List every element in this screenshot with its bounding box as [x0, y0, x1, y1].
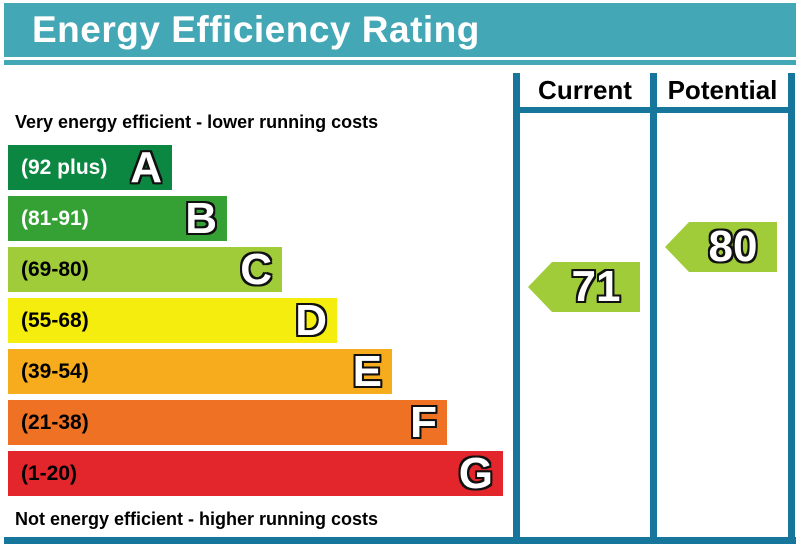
table-border-left	[513, 73, 520, 537]
current-arrow-tip-icon	[528, 262, 552, 312]
current-arrow-body: 71	[552, 262, 640, 312]
band-e-letter: E	[352, 347, 382, 396]
current-rating-arrow: 71	[528, 262, 640, 312]
band-b-letter: B	[185, 194, 217, 243]
band-c: (69-80) C	[8, 247, 282, 292]
band-a-range: (92 plus)	[21, 155, 108, 179]
page-title: Energy Efficiency Rating	[32, 9, 480, 50]
potential-arrow-body: 80	[689, 222, 777, 272]
band-f: (21-38) F	[8, 400, 447, 445]
band-a: (92 plus) A	[8, 145, 172, 190]
band-e: (39-54) E	[8, 349, 392, 394]
band-f-letter: F	[410, 398, 437, 447]
band-b: (81-91) B	[8, 196, 227, 241]
potential-rating-arrow: 80	[665, 222, 777, 272]
table-header-divider	[513, 107, 795, 113]
band-d-letter: D	[295, 296, 327, 345]
note-not-efficient: Not energy efficient - higher running co…	[15, 509, 379, 529]
column-header-current: Current	[538, 75, 632, 105]
title-bar: Energy Efficiency Rating	[4, 3, 796, 57]
potential-rating-value: 80	[708, 222, 758, 271]
band-b-range: (81-91)	[21, 206, 89, 230]
potential-arrow-tip-icon	[665, 222, 689, 272]
band-d-range: (55-68)	[21, 308, 89, 332]
band-a-letter: A	[130, 143, 162, 192]
band-g: (1-20) G	[8, 451, 503, 496]
top-divider	[4, 60, 796, 65]
band-f-range: (21-38)	[21, 410, 89, 434]
column-header-potential: Potential	[667, 75, 778, 105]
table-border-right	[788, 73, 795, 537]
note-very-efficient: Very energy efficient - lower running co…	[15, 112, 379, 132]
band-g-letter: G	[458, 449, 493, 498]
bottom-divider	[4, 537, 796, 544]
table-border-middle	[650, 73, 657, 537]
band-g-range: (1-20)	[21, 461, 78, 485]
band-c-letter: C	[240, 245, 272, 294]
band-e-range: (39-54)	[21, 359, 89, 383]
band-d: (55-68) D	[8, 298, 337, 343]
current-rating-value: 71	[571, 262, 621, 311]
band-c-range: (69-80)	[21, 257, 89, 281]
